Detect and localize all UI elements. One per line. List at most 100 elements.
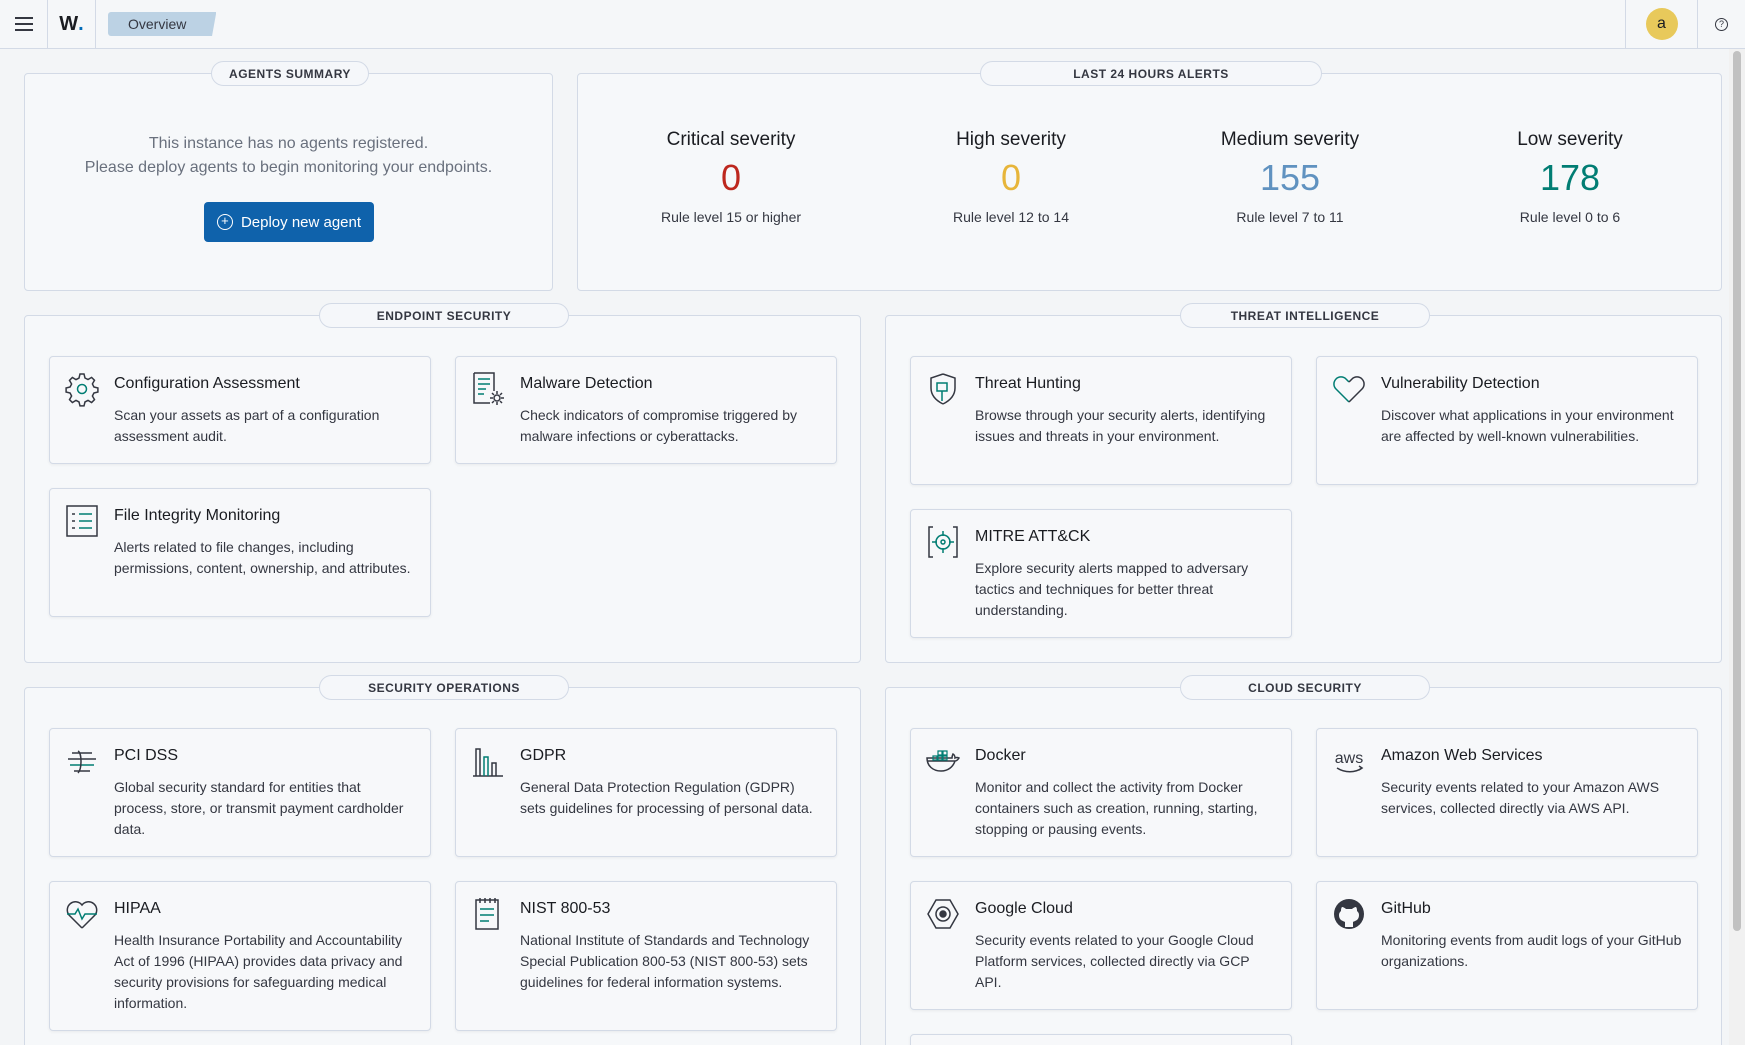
document-gear-icon: [473, 372, 504, 405]
card-description: Explore security alerts mapped to advers…: [975, 560, 1249, 618]
bars-icon: [473, 748, 503, 777]
breadcrumb[interactable]: Overview: [108, 12, 217, 36]
card-title: Docker: [975, 747, 1026, 764]
github-icon: [1334, 899, 1364, 929]
agents-summary-panel: AGENTS SUMMARY This instance has no agen…: [24, 61, 553, 291]
severity-value[interactable]: 155: [1259, 157, 1321, 198]
gear-icon: [65, 373, 99, 407]
card-description: Browse through your security alerts, ide…: [975, 407, 1266, 444]
severity-title: High severity: [956, 129, 1066, 150]
threat-intelligence-panel: THREAT INTELLIGENCE Threat Hunting Brows…: [885, 303, 1722, 663]
help-icon: ?: [1715, 17, 1728, 31]
card-description: Global security standard for entities th…: [114, 779, 404, 837]
deploy-button-label: Deploy new agent: [240, 213, 362, 231]
panel-title: ENDPOINT SECURITY: [319, 303, 569, 328]
card-partial[interactable]: [910, 1034, 1292, 1045]
severity-rule: Rule level 15 or higher: [660, 209, 802, 225]
card-title: Vulnerability Detection: [1381, 375, 1540, 392]
card-pci-dss[interactable]: PCI DSS Global security standard for ent…: [49, 728, 431, 857]
card-title: Malware Detection: [520, 375, 653, 392]
card-description: Security events related to your Amazon A…: [1381, 779, 1660, 816]
lines-icon: [68, 750, 96, 774]
severity-title: Critical severity: [666, 129, 796, 150]
severity-title: Medium severity: [1220, 129, 1360, 150]
cloud-security-panel: CLOUD SECURITY Docker Monitor and collec…: [885, 675, 1722, 1045]
shield-icon: [930, 373, 956, 405]
alerts-panel: LAST 24 HOURS ALERTS Critical severity 0…: [577, 61, 1722, 291]
card-description: Security events related to your Google C…: [975, 932, 1254, 990]
card-description: Scan your assets as part of a configurat…: [114, 407, 380, 444]
logo-dot: .: [78, 12, 84, 35]
card-gdpr[interactable]: GDPR General Data Protection Regulation …: [455, 728, 837, 857]
card-file-integrity-monitoring[interactable]: File Integrity Monitoring Alerts related…: [49, 488, 431, 617]
user-menu[interactable]: a: [1625, 0, 1697, 49]
card-description: Health Insurance Portability and Account…: [114, 932, 403, 1011]
card-title: HIPAA: [114, 900, 161, 917]
panel-title: CLOUD SECURITY: [1180, 675, 1430, 700]
severity-value[interactable]: 178: [1539, 157, 1601, 198]
scrollbar[interactable]: [1729, 49, 1745, 1045]
card-title: Google Cloud: [975, 900, 1073, 917]
menu-button[interactable]: [0, 0, 48, 49]
card-title: File Integrity Monitoring: [114, 507, 281, 524]
card-github[interactable]: GitHub Monitoring events from audit logs…: [1316, 881, 1698, 1010]
card-title: GDPR: [520, 747, 567, 764]
docker-icon: [926, 750, 961, 772]
severity-value[interactable]: 0: [720, 157, 742, 198]
panel-title: LAST 24 HOURS ALERTS: [980, 61, 1322, 86]
card-title: Threat Hunting: [975, 375, 1081, 392]
heart-pulse-icon: [66, 901, 98, 929]
card-mitre-attack[interactable]: MITRE ATT&CK Explore security alerts map…: [910, 509, 1292, 638]
agents-message-line-1: This instance has no agents registered.: [148, 135, 429, 152]
high-severity-stat[interactable]: High severity 0 Rule level 12 to 14: [871, 129, 1151, 225]
low-severity-stat[interactable]: Low severity 178 Rule level 0 to 6: [1430, 129, 1710, 225]
card-hipaa[interactable]: HIPAA Health Insurance Portability and A…: [49, 881, 431, 1031]
card-google-cloud[interactable]: Google Cloud Security events related to …: [910, 881, 1292, 1010]
card-malware-detection[interactable]: Malware Detection Check indicators of co…: [455, 356, 837, 464]
severity-rule: Rule level 12 to 14: [953, 209, 1069, 225]
card-configuration-assessment[interactable]: Configuration Assessment Scan your asset…: [49, 356, 431, 464]
card-title: NIST 800-53: [520, 900, 611, 917]
severity-rule: Rule level 0 to 6: [1519, 209, 1621, 225]
security-operations-panel: SECURITY OPERATIONS PCI DSS Global secur…: [24, 675, 861, 1045]
notebook-icon: [475, 898, 499, 930]
severity-title: Low severity: [1517, 129, 1623, 150]
critical-severity-stat[interactable]: Critical severity 0 Rule level 15 or hig…: [591, 129, 871, 225]
card-threat-hunting[interactable]: Threat Hunting Browse through your secur…: [910, 356, 1292, 485]
card-title: GitHub: [1381, 900, 1431, 917]
svg-text:aws: aws: [1335, 750, 1363, 767]
agents-message: This instance has no agents registered. …: [25, 132, 552, 180]
scrollbar-thumb[interactable]: [1733, 51, 1741, 931]
panel-title: THREAT INTELLIGENCE: [1180, 303, 1430, 328]
medium-severity-stat[interactable]: Medium severity 155 Rule level 7 to 11: [1150, 129, 1430, 225]
aws-icon: aws: [1335, 750, 1364, 773]
list-icon: [66, 505, 98, 537]
plus-circle-icon: +: [216, 214, 233, 230]
home-logo[interactable]: W.: [48, 0, 96, 49]
hamburger-icon: [14, 17, 33, 31]
card-docker[interactable]: Docker Monitor and collect the activity …: [910, 728, 1292, 857]
help-button[interactable]: ?: [1697, 0, 1745, 49]
panel-title: SECURITY OPERATIONS: [319, 675, 569, 700]
card-description: National Institute of Standards and Tech…: [520, 932, 810, 990]
severity-value[interactable]: 0: [1000, 157, 1022, 198]
card-title: Configuration Assessment: [114, 375, 300, 392]
agents-message-line-2: Please deploy agents to begin monitoring…: [84, 159, 493, 176]
card-title: MITRE ATT&CK: [975, 528, 1091, 545]
card-vulnerability-detection[interactable]: Vulnerability Detection Discover what ap…: [1316, 356, 1698, 485]
deploy-new-agent-button[interactable]: + Deploy new agent: [204, 202, 374, 242]
card-nist-800-53[interactable]: NIST 800-53 National Institute of Standa…: [455, 881, 837, 1031]
card-description: Discover what applications in your envir…: [1381, 407, 1674, 444]
panel-title: AGENTS SUMMARY: [211, 61, 369, 86]
avatar[interactable]: a: [1645, 8, 1678, 40]
google-cloud-icon: [927, 899, 959, 929]
crosshair-icon: [928, 526, 958, 558]
card-description: General Data Protection Regulation (GDPR…: [520, 779, 813, 816]
top-header: W. Overview a ?: [0, 0, 1745, 49]
card-title: PCI DSS: [114, 747, 179, 764]
card-description: Check indicators of compromise triggered…: [520, 407, 798, 444]
card-description: Alerts related to file changes, includin…: [114, 539, 411, 576]
card-description: Monitor and collect the activity from Do…: [975, 779, 1258, 837]
card-amazon-web-services[interactable]: aws Amazon Web Services Security events …: [1316, 728, 1698, 857]
heart-broken-icon: [1333, 376, 1365, 403]
